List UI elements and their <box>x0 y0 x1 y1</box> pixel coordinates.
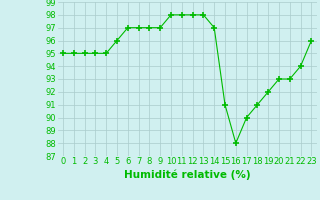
X-axis label: Humidité relative (%): Humidité relative (%) <box>124 169 251 180</box>
